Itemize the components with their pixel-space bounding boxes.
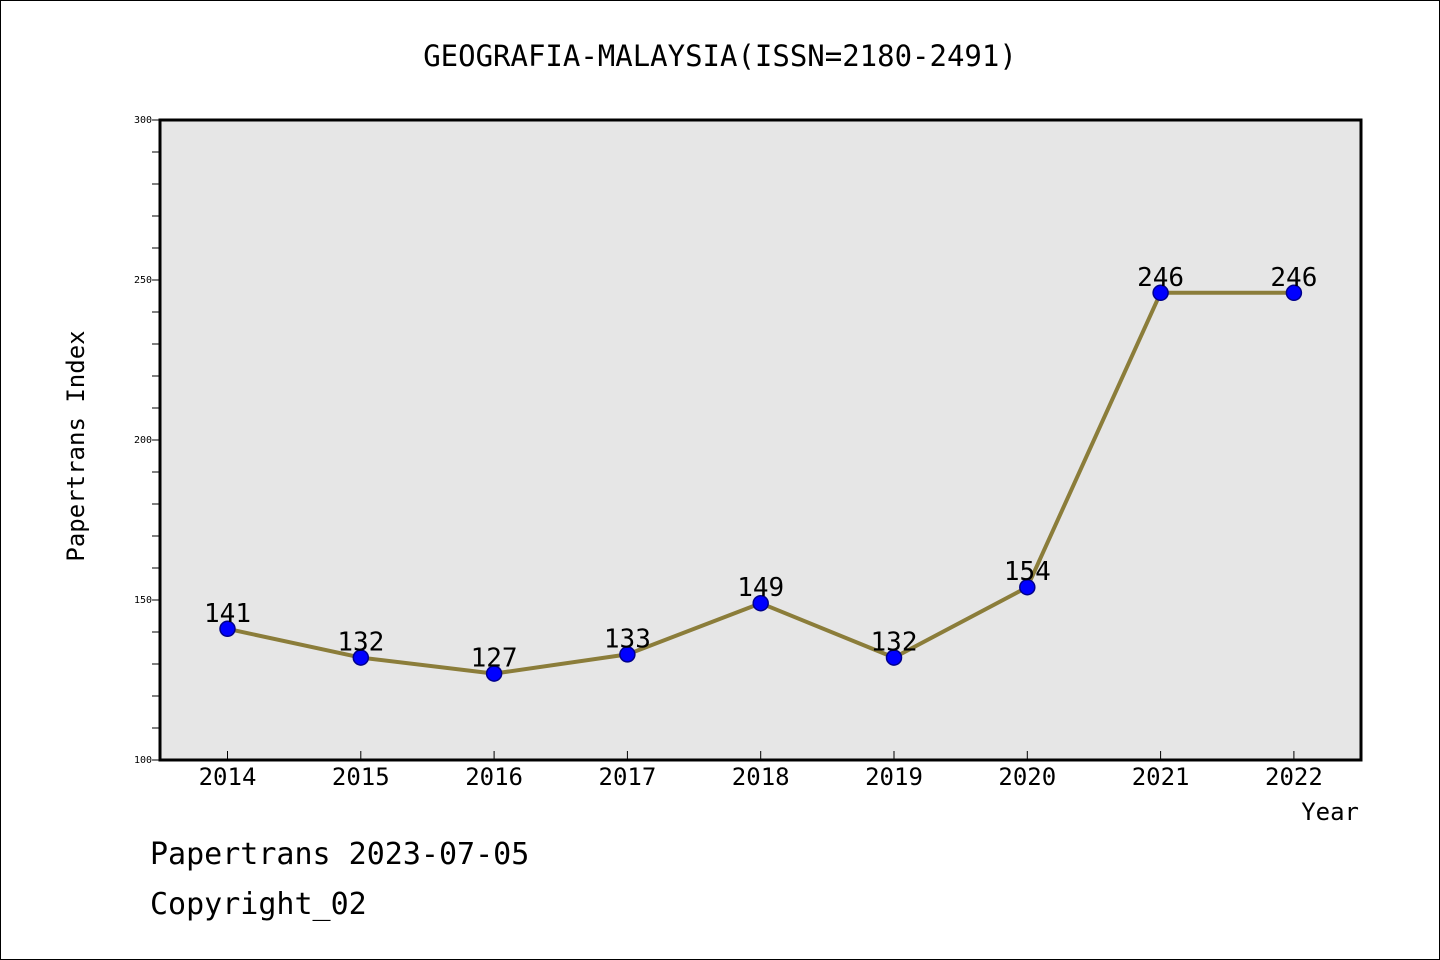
data-label: 141 [204,599,251,629]
x-tick-label: 2016 [465,763,523,791]
x-axis-label: Year [1301,798,1359,826]
data-label: 132 [871,628,918,658]
y-axis-ticks: 100 150 200 250 300 [134,115,160,766]
x-tick-label: 2021 [1132,763,1190,791]
data-point [1285,284,1303,302]
data-label: 133 [604,624,651,654]
y-tick-label: 200 [134,435,152,446]
y-tick-label: 150 [134,595,152,606]
data-label: 246 [1270,263,1317,293]
x-tick-label: 2022 [1265,763,1323,791]
data-label: 132 [337,628,384,658]
data-point [1019,578,1036,596]
data-point [885,649,903,666]
data-points [219,284,1303,682]
data-point [752,594,769,612]
y-tick-label: 300 [134,115,152,126]
plot-area [160,120,1361,760]
data-label: 127 [471,644,518,674]
footer-date: Papertrans 2023-07-05 [150,837,529,872]
plot-border [158,118,1363,762]
data-label: 149 [737,573,784,603]
data-point [219,620,236,638]
x-tick-label: 2015 [332,763,390,791]
data-point [619,646,636,663]
data-point [1152,284,1169,302]
x-tick-label: 2020 [998,763,1056,791]
x-tick-label: 2014 [199,763,257,791]
data-label: 246 [1137,263,1184,293]
y-axis-label: Papertrans Index [62,330,90,561]
chart-title: GEOGRAFIA-MALAYSIA(ISSN=2180-2491) [423,39,1017,73]
x-tick-label: 2017 [599,763,657,791]
y-tick-label: 100 [134,755,152,766]
data-point [352,649,370,666]
x-tick-label: 2018 [732,763,790,791]
x-axis-ticks: 2014 2015 2016 2017 2018 2019 2020 2021 2022 [199,751,1323,791]
footer-copyright: Copyright_02 [150,887,367,922]
data-point [485,665,503,682]
data-label: 154 [1004,557,1051,587]
data-labels: 141 132 127 133 149 132 154 246 246 [204,263,1317,674]
x-tick-label: 2019 [865,763,923,791]
y-tick-label: 250 [134,275,152,286]
